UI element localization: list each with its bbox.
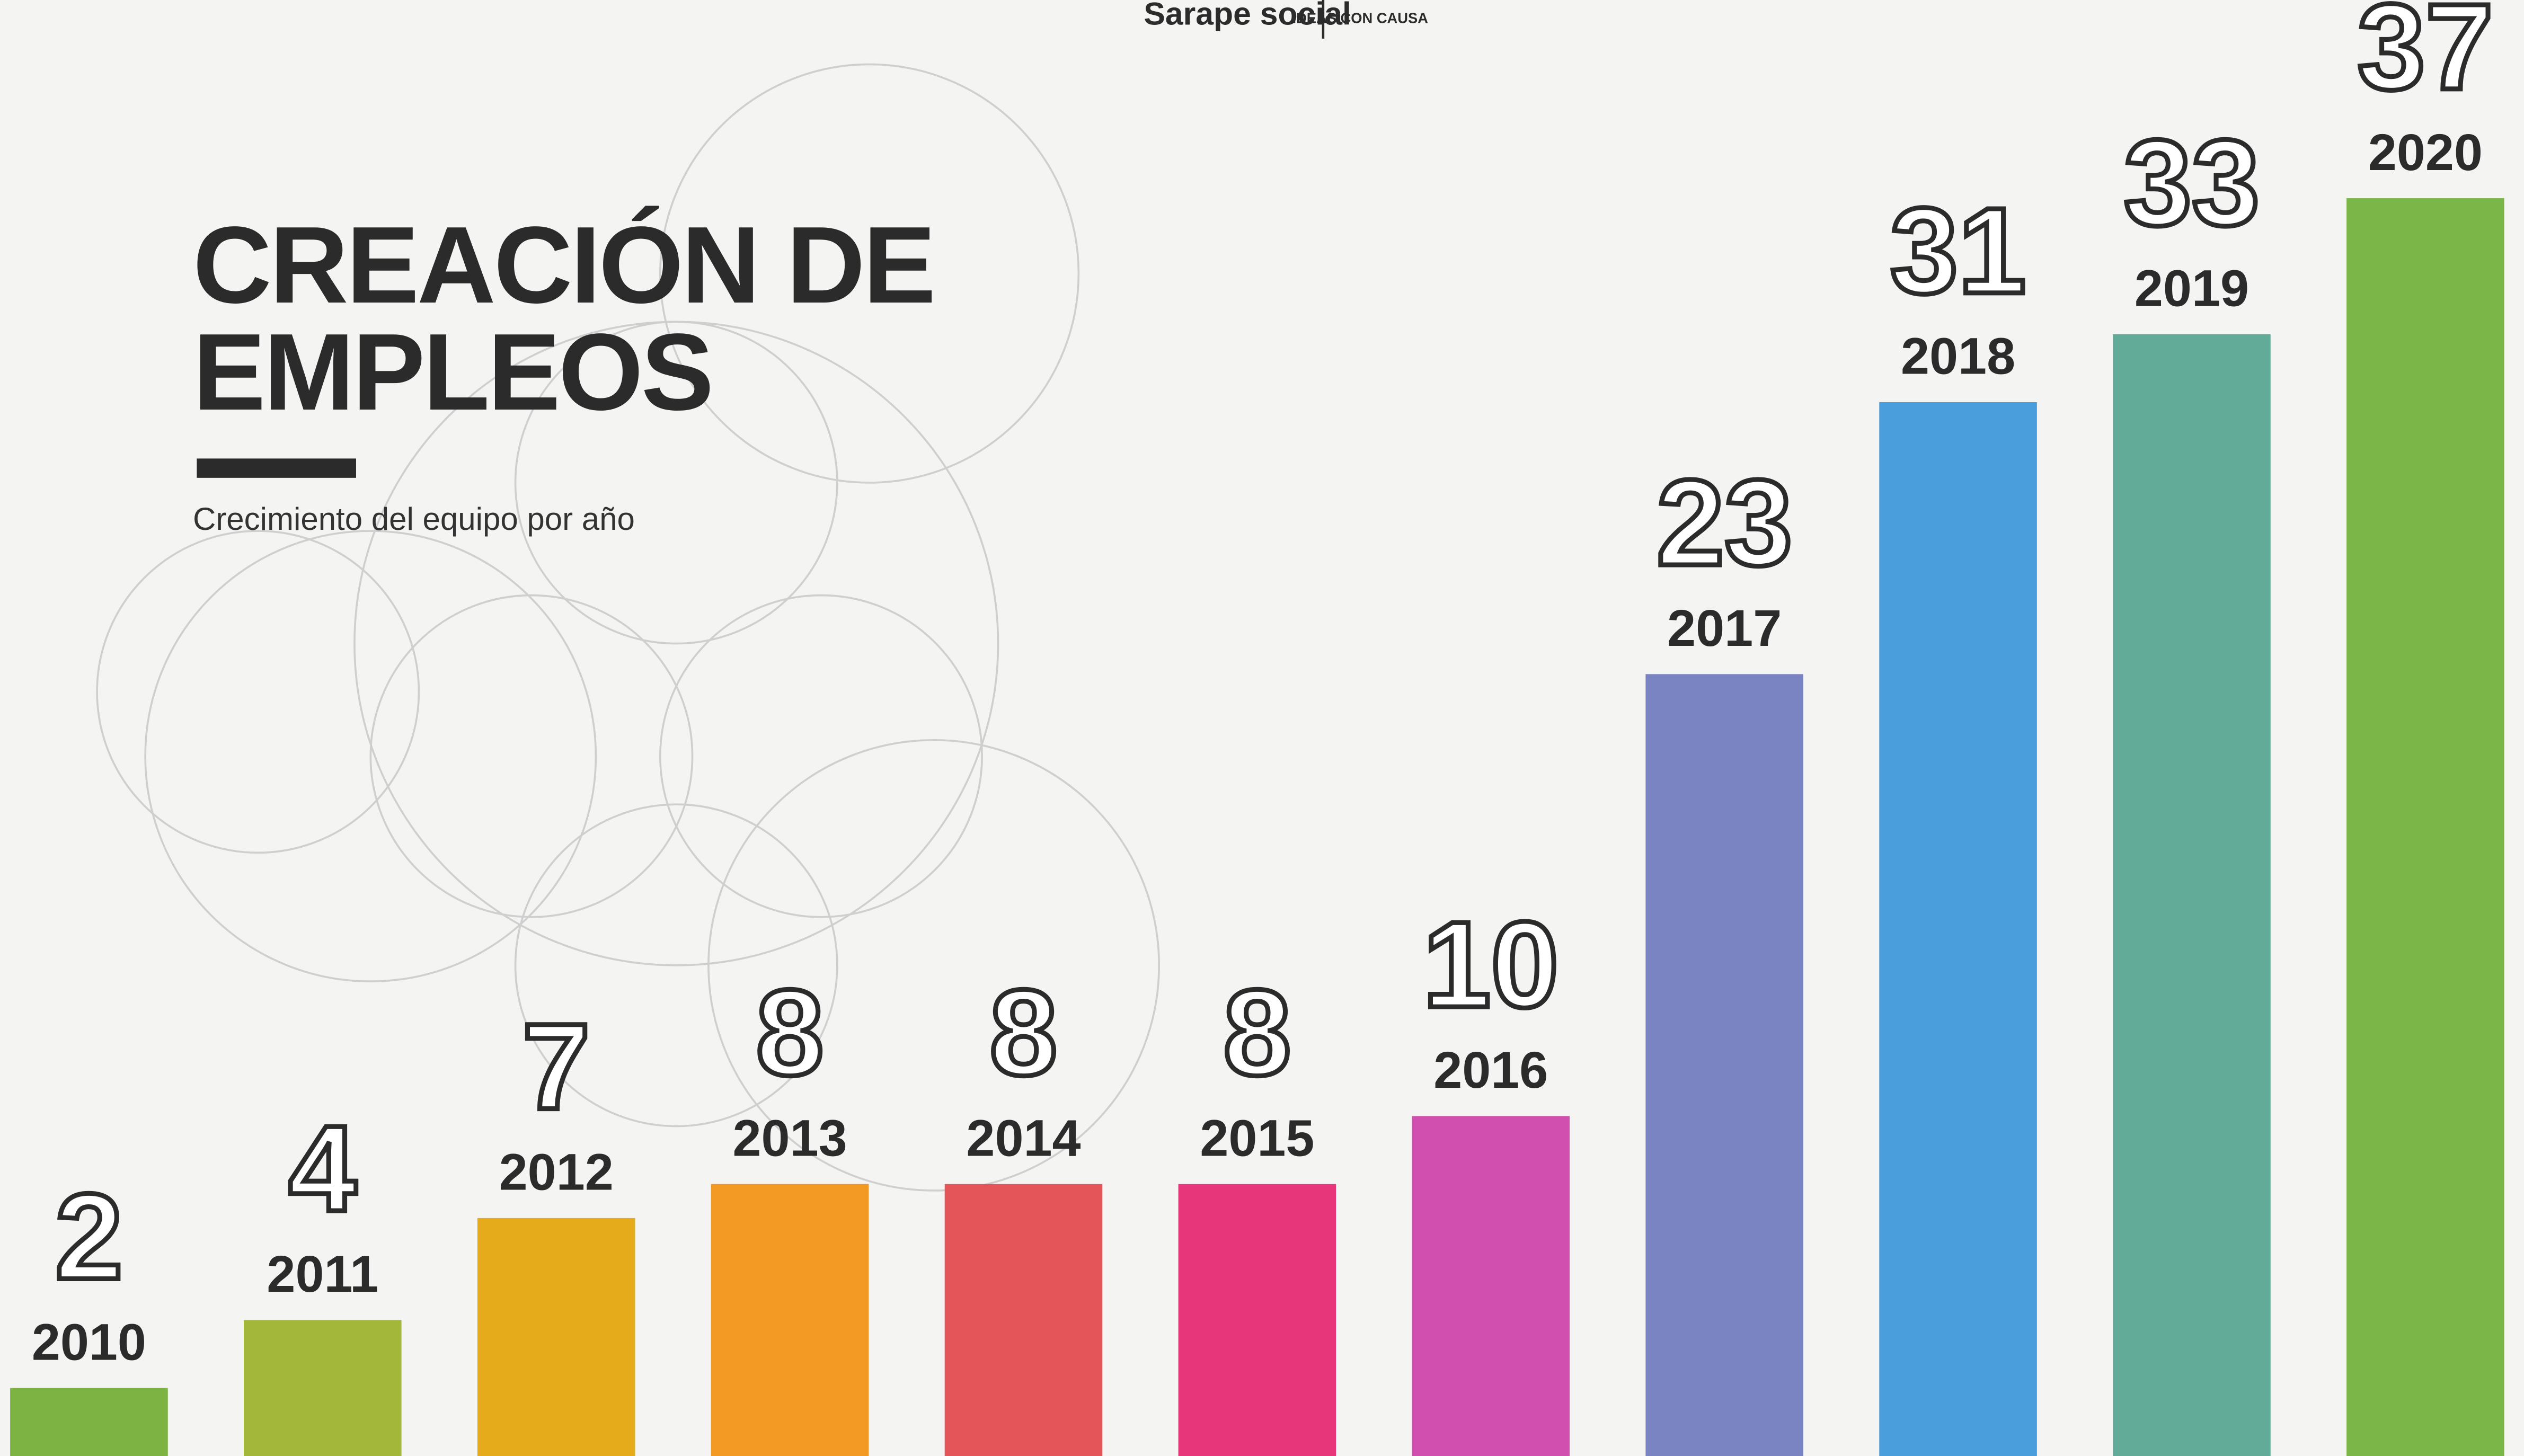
bar (244, 1320, 402, 1456)
bar (10, 1388, 168, 1456)
bar (1412, 1116, 1570, 1456)
bar (477, 1218, 635, 1456)
logo-tagline: IDEAS CON CAUSA (1292, 10, 1428, 26)
value-label: 8 (989, 964, 1057, 1100)
x-tick-label: 2020 (2368, 123, 2483, 181)
value-label: 8 (1223, 964, 1291, 1100)
x-tick-label: 2010 (32, 1313, 146, 1371)
value-label: 10 (1423, 896, 1559, 1033)
chart-subtitle: Crecimiento del equipo por año (193, 501, 635, 537)
bar (711, 1184, 869, 1456)
value-label: 23 (1657, 454, 1793, 591)
value-label: 8 (756, 964, 823, 1100)
x-tick-label: 2013 (733, 1109, 847, 1167)
value-label: 31 (1890, 182, 2026, 319)
x-tick-label: 2016 (1433, 1041, 1548, 1099)
value-label: 37 (2358, 0, 2494, 115)
x-tick-label: 2012 (499, 1143, 614, 1201)
value-label: 33 (2124, 114, 2260, 251)
x-tick-label: 2015 (1200, 1109, 1314, 1167)
chart-title: CREACIÓN DE EMPLEOS (193, 212, 977, 426)
page: Sarape social IDEAS CON CAUSA 2010220114… (0, 0, 2524, 1456)
title-underline (197, 458, 356, 477)
bar (1879, 402, 2037, 1456)
value-label: 2 (55, 1168, 123, 1304)
x-tick-label: 2019 (2135, 259, 2249, 317)
x-tick-label: 2017 (1667, 599, 1782, 657)
x-tick-label: 2011 (267, 1245, 378, 1303)
x-tick-label: 2014 (966, 1109, 1081, 1167)
bar (1179, 1184, 1336, 1456)
bar (945, 1184, 1103, 1456)
value-label: 4 (289, 1100, 357, 1237)
bar (2346, 198, 2504, 1456)
bar (2113, 334, 2271, 1456)
x-tick-label: 2018 (1901, 327, 2015, 385)
value-label: 7 (522, 998, 590, 1135)
bar (1645, 674, 1803, 1456)
